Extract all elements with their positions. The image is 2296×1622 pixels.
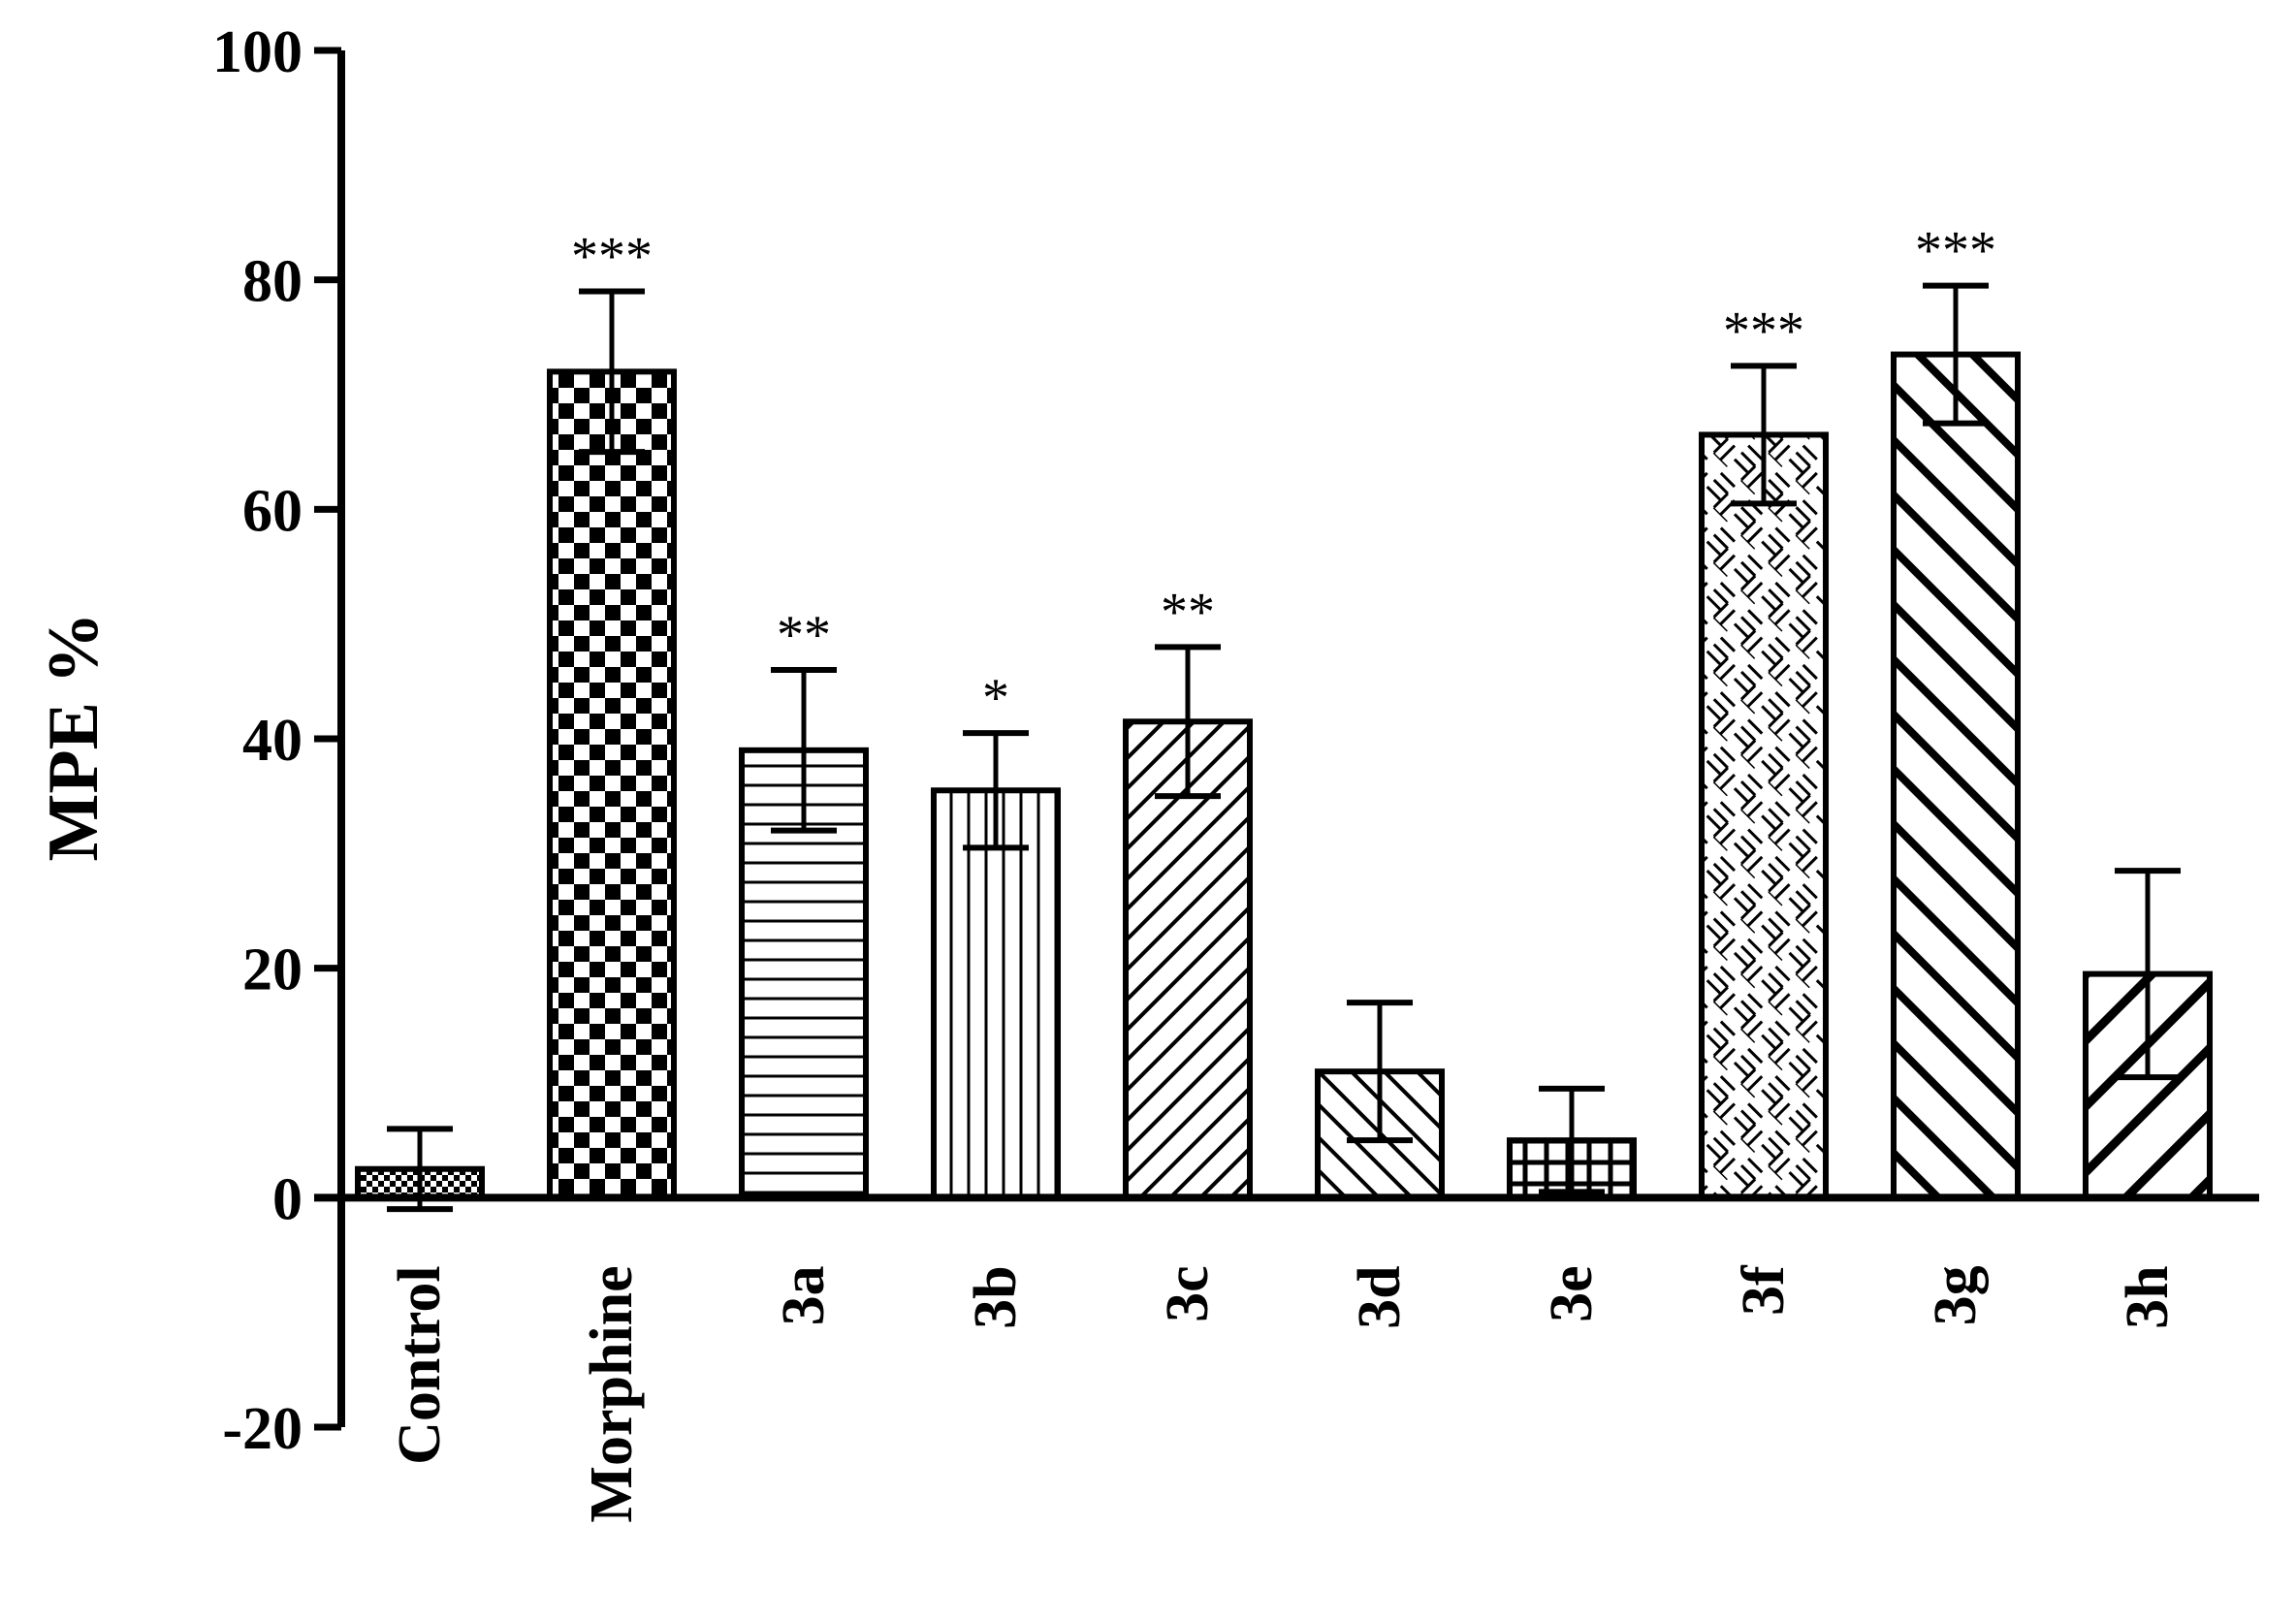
category-label-control: Control [387,1265,453,1465]
y-tick-label-80: 80 [242,249,303,315]
category-label-3b: 3b [963,1265,1029,1328]
error-bar-morphine [579,288,645,456]
error-bar-3g [1923,282,1989,427]
error-bar-3f [1731,363,1797,507]
y-axis-label: MPE % [34,613,113,862]
error-bar-3c [1155,644,1221,800]
error-bar-3e [1539,1085,1605,1195]
error-bar-3b [963,730,1029,851]
bar-3g [1891,351,2021,1201]
bar-3b [931,787,1061,1201]
y-tick-label-100: 100 [212,19,303,85]
significance-label-3c: ** [1161,582,1215,642]
significance-label-3a: ** [777,605,831,665]
category-label-3g: 3g [1923,1265,1989,1325]
category-label-3e: 3e [1539,1265,1605,1322]
bar-morphine [547,368,677,1201]
bar-3f [1699,431,1829,1201]
y-tick-label-0: 0 [272,1166,303,1232]
bars-layer [355,282,2213,1213]
category-label-3a: 3a [771,1265,837,1325]
significance-label-3b: * [982,668,1009,728]
labels-layer: Control *** Morphine ** 3a * 3b ** 3c 3d 3e *** 3f **… [212,19,2181,1523]
y-tick-label--20: -20 [222,1396,303,1462]
significance-label-morphine: *** [571,227,653,287]
category-label-morphine: Morphine [579,1265,645,1522]
y-tick-label-40: 40 [242,708,303,774]
category-label-3d: 3d [1347,1265,1413,1328]
error-bar-3a [771,667,837,834]
error-bar-3d [1347,1000,1413,1144]
category-label-3c: 3c [1155,1265,1221,1322]
axes-layer [314,47,2259,1431]
y-tick-label-20: 20 [242,938,303,1003]
significance-label-3g: *** [1915,221,1996,281]
significance-label-3f: *** [1723,301,1804,361]
category-label-3h: 3h [2115,1265,2181,1328]
y-tick-label-60: 60 [242,478,303,544]
error-bar-3h [2115,868,2181,1081]
category-label-3f: 3f [1731,1264,1797,1316]
